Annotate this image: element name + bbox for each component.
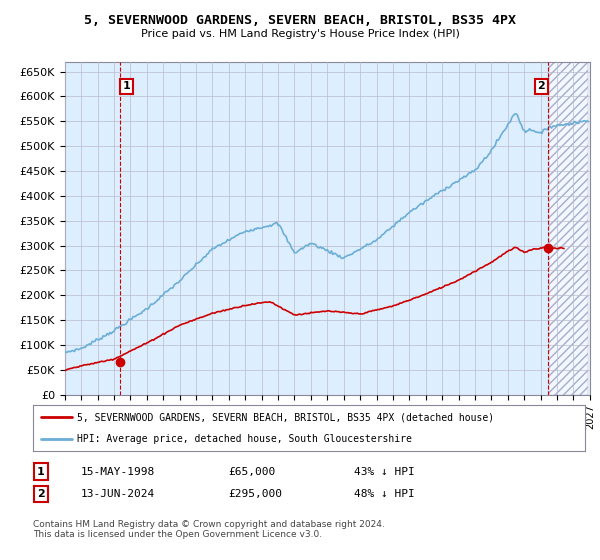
Text: £295,000: £295,000 — [228, 489, 282, 499]
Text: 13-JUN-2024: 13-JUN-2024 — [81, 489, 155, 499]
Text: HPI: Average price, detached house, South Gloucestershire: HPI: Average price, detached house, Sout… — [77, 435, 412, 444]
Text: 5, SEVERNWOOD GARDENS, SEVERN BEACH, BRISTOL, BS35 4PX: 5, SEVERNWOOD GARDENS, SEVERN BEACH, BRI… — [84, 14, 516, 27]
Text: £65,000: £65,000 — [228, 466, 275, 477]
Text: Contains HM Land Registry data © Crown copyright and database right 2024.
This d: Contains HM Land Registry data © Crown c… — [33, 520, 385, 539]
Text: 1: 1 — [122, 82, 130, 91]
Text: 15-MAY-1998: 15-MAY-1998 — [81, 466, 155, 477]
Text: 48% ↓ HPI: 48% ↓ HPI — [354, 489, 415, 499]
Text: 2: 2 — [538, 82, 545, 91]
Text: 2: 2 — [37, 489, 44, 499]
Text: Price paid vs. HM Land Registry's House Price Index (HPI): Price paid vs. HM Land Registry's House … — [140, 29, 460, 39]
Text: 5, SEVERNWOOD GARDENS, SEVERN BEACH, BRISTOL, BS35 4PX (detached house): 5, SEVERNWOOD GARDENS, SEVERN BEACH, BRI… — [77, 412, 494, 422]
Text: 1: 1 — [37, 466, 44, 477]
Text: 43% ↓ HPI: 43% ↓ HPI — [354, 466, 415, 477]
